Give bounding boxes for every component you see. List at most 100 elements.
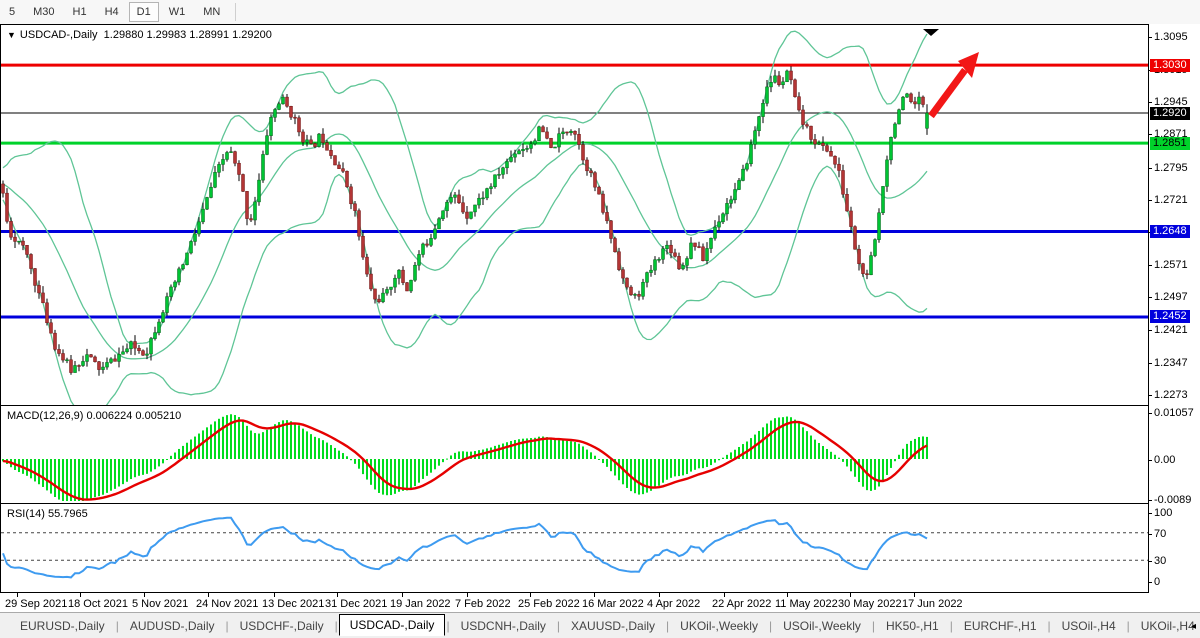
price-chart-panel[interactable]: ▼ USDCAD-,Daily 1.29880 1.29983 1.28991 1… bbox=[0, 24, 1149, 406]
timeframe-button-5[interactable]: 5 bbox=[9, 6, 16, 18]
price-tick bbox=[1149, 394, 1152, 396]
date-tick bbox=[787, 593, 788, 597]
price-badge-1.2648: 1.2648 bbox=[1150, 225, 1190, 239]
timeframe-button-d1[interactable]: D1 bbox=[128, 2, 159, 22]
price-tick-label: 1.2273 bbox=[1154, 388, 1188, 401]
price-tick bbox=[1149, 36, 1152, 38]
tab-separator: | bbox=[871, 618, 876, 633]
macd-signal-line bbox=[2, 419, 928, 501]
tab-xauusd-daily[interactable]: XAUUSD-,Daily bbox=[571, 618, 656, 633]
price-tick-label: 1.3095 bbox=[1154, 30, 1188, 43]
macd-axis[interactable]: 0.01057 0.00 -0.0089 bbox=[1149, 406, 1200, 504]
price-tick-label: 1.2421 bbox=[1154, 324, 1188, 337]
bollinger-band-m bbox=[2, 111, 928, 360]
date-tick bbox=[402, 593, 403, 597]
price-tick bbox=[1149, 362, 1152, 364]
trend-arrow-shaft[interactable] bbox=[928, 67, 968, 119]
tab-ukoil-weekly[interactable]: UKOil-,Weekly bbox=[680, 618, 758, 633]
date-tick-label: 17 Jun 2022 bbox=[902, 598, 963, 610]
date-tick bbox=[80, 593, 81, 597]
price-badge-1.2920: 1.2920 bbox=[1150, 106, 1190, 120]
tab-usdchf-daily[interactable]: USDCHF-,Daily bbox=[239, 618, 324, 633]
tab-scroll-left-icon[interactable]: ◂ bbox=[1190, 621, 1196, 632]
date-tick bbox=[144, 593, 145, 597]
tab-eurchf-h1[interactable]: EURCHF-,H1 bbox=[963, 618, 1037, 633]
date-tick bbox=[17, 593, 18, 597]
date-tick-label: 4 Apr 2022 bbox=[647, 598, 701, 610]
macd-tick-label: -0.0089 bbox=[1154, 493, 1192, 504]
date-tick-label: 5 Nov 2021 bbox=[132, 598, 189, 610]
macd-tick bbox=[1149, 412, 1152, 414]
timeframe-button-w1[interactable]: W1 bbox=[168, 6, 186, 18]
macd-tick bbox=[1149, 460, 1152, 461]
tab-ukoil-h4[interactable]: UKOil-,H4 bbox=[1140, 618, 1195, 633]
timeframe-button-m30[interactable]: M30 bbox=[33, 6, 55, 18]
date-tick-label: 22 Apr 2022 bbox=[712, 598, 772, 610]
rsi-chart[interactable] bbox=[1, 504, 1148, 591]
price-tick bbox=[1149, 265, 1152, 267]
date-tick bbox=[530, 593, 531, 597]
price-tick bbox=[1149, 167, 1152, 169]
price-chart[interactable] bbox=[1, 25, 1148, 405]
tab-usoil-h4[interactable]: USOil-,H4 bbox=[1061, 618, 1116, 633]
price-tick bbox=[1149, 102, 1152, 104]
macd-tick bbox=[1149, 499, 1152, 501]
macd-chart[interactable] bbox=[1, 406, 1148, 502]
rsi-panel[interactable]: RSI(14) 55.7965 bbox=[0, 504, 1149, 593]
price-badge-1.3030: 1.3030 bbox=[1150, 58, 1190, 72]
tab-separator: | bbox=[334, 618, 338, 633]
date-tick-label: 30 May 2022 bbox=[838, 598, 902, 610]
price-tick-label: 1.2795 bbox=[1154, 161, 1188, 174]
symbol-dropdown-icon[interactable]: ▼ bbox=[7, 30, 16, 40]
date-tick bbox=[914, 593, 915, 597]
tab-eurusd-daily[interactable]: EURUSD-,Daily bbox=[20, 618, 105, 633]
rsi-tick-label: 0 bbox=[1154, 576, 1161, 588]
date-tick-label: 24 Nov 2021 bbox=[196, 598, 259, 610]
macd-panel[interactable]: MACD(12,26,9) 0.006224 0.005210 bbox=[0, 406, 1149, 504]
price-badge-1.2452: 1.2452 bbox=[1150, 310, 1190, 324]
tab-usoil-weekly[interactable]: USOil-,Weekly bbox=[783, 618, 861, 633]
price-tick-label: 1.2721 bbox=[1154, 193, 1188, 206]
tab-usdcnh-daily[interactable]: USDCNH-,Daily bbox=[460, 618, 546, 633]
bollinger-band-l bbox=[2, 162, 928, 405]
bollinger-band-u bbox=[2, 30, 928, 345]
tab-hk50-h1[interactable]: HK50-,H1 bbox=[886, 618, 939, 633]
trend-arrow-head[interactable] bbox=[958, 52, 979, 78]
rsi-line bbox=[2, 516, 928, 579]
price-tick bbox=[1149, 297, 1152, 299]
date-tick bbox=[850, 593, 851, 597]
tab-separator: | bbox=[115, 618, 119, 633]
price-badge-1.2851: 1.2851 bbox=[1150, 136, 1190, 150]
tab-separator: | bbox=[1047, 618, 1051, 633]
date-tick bbox=[724, 593, 725, 597]
tab-separator: | bbox=[768, 618, 773, 633]
date-tick-label: 25 Feb 2022 bbox=[518, 598, 580, 610]
price-axis[interactable]: 1.30951.30191.29451.28711.27951.27211.26… bbox=[1149, 24, 1200, 406]
timeframe-button-h1[interactable]: H1 bbox=[72, 6, 87, 18]
rsi-tick bbox=[1149, 533, 1152, 535]
chart-title-symbol: USDCAD-,Daily bbox=[19, 29, 98, 41]
date-axis[interactable]: 29 Sep 2021 18 Oct 2021 5 Nov 2021 24 Nov 2… bbox=[0, 593, 1200, 612]
macd-label: MACD(12,26,9) 0.006224 0.005210 bbox=[7, 410, 182, 422]
macd-tick-label: 0.00 bbox=[1154, 454, 1176, 466]
timeframe-button-h4[interactable]: H4 bbox=[104, 6, 119, 18]
tab-audusd-daily[interactable]: AUDUSD-,Daily bbox=[129, 618, 215, 633]
rsi-tick bbox=[1149, 582, 1152, 583]
date-tick-label: 7 Feb 2022 bbox=[455, 598, 511, 610]
date-tick-label: 18 Oct 2021 bbox=[68, 598, 128, 610]
price-tick bbox=[1149, 134, 1152, 136]
timeframe-button-mn[interactable]: MN bbox=[203, 6, 221, 18]
timeframe-toolbar: 5 M30 H1 H4 D1 W1 MN bbox=[0, 0, 1200, 24]
price-tick-label: 1.2347 bbox=[1154, 356, 1188, 369]
tab-separator: | bbox=[1126, 618, 1130, 633]
chart-area: ▼ USDCAD-,Daily 1.29880 1.29983 1.28991 1… bbox=[0, 24, 1149, 593]
chart-shift-marker-icon[interactable] bbox=[923, 29, 939, 36]
rsi-axis[interactable]: 100 70 30 0 bbox=[1149, 504, 1200, 593]
price-tick-label: 1.2571 bbox=[1154, 259, 1188, 272]
date-tick-label: 11 May 2022 bbox=[775, 598, 838, 610]
tab-separator: | bbox=[225, 618, 229, 633]
rsi-label: RSI(14) 55.7965 bbox=[7, 508, 88, 520]
date-tick-label: 31 Dec 2021 bbox=[325, 598, 388, 610]
tab-usdcad-daily[interactable]: USDCAD-,Daily bbox=[338, 614, 446, 636]
